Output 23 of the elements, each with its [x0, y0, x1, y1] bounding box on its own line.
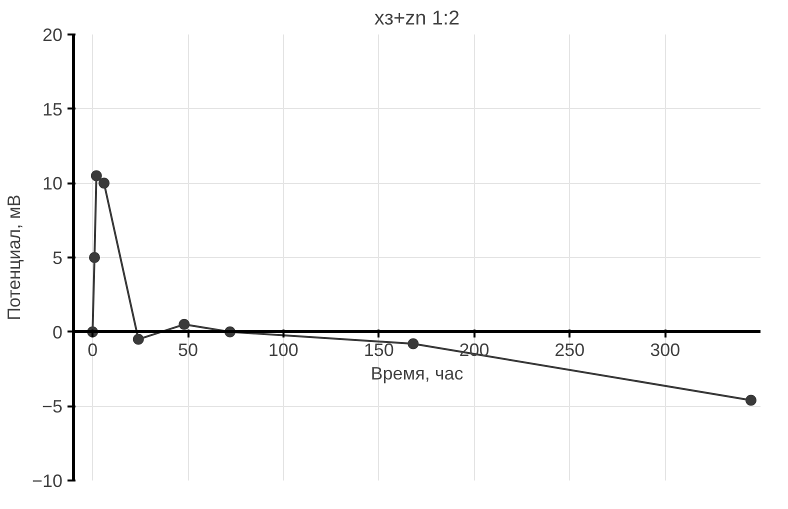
x-axis-title: Время, час — [370, 364, 464, 384]
point — [745, 394, 756, 406]
x-tick-label: 50 — [178, 340, 198, 360]
x-tick-label: 100 — [268, 340, 298, 360]
y-tick-label: 15 — [42, 99, 63, 120]
x-tick-label: 250 — [554, 340, 585, 360]
point — [98, 178, 110, 189]
point — [88, 252, 100, 263]
point — [408, 338, 419, 350]
point — [90, 170, 102, 182]
y-tick-label: 0 — [52, 322, 63, 342]
x-tick-label: 300 — [650, 340, 680, 360]
y-tick-label: 20 — [42, 25, 63, 45]
y-tick-label: 5 — [52, 248, 63, 268]
x-tick-label: 0 — [88, 340, 98, 360]
y-tick-label: 10 — [42, 174, 63, 194]
point — [132, 334, 144, 345]
chart-title: xз+zn 1:2 — [374, 8, 460, 30]
y-tick-label: −10 — [32, 471, 63, 491]
point — [178, 318, 190, 330]
y-axis-title: Потенциал, мВ — [4, 194, 24, 320]
y-tick-label: −5 — [42, 396, 63, 417]
x-tick-label: 150 — [364, 340, 394, 360]
